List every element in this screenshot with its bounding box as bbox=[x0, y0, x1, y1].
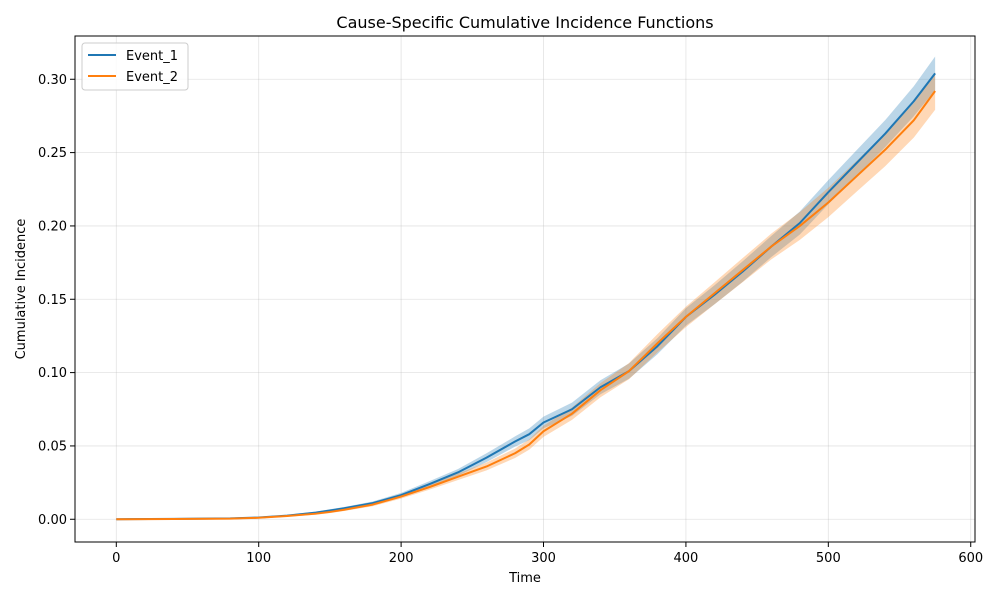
legend-label-event-2: Event_2 bbox=[126, 70, 178, 85]
x-tick-label: 0 bbox=[112, 551, 120, 566]
y-tick-label: 0.25 bbox=[38, 146, 67, 161]
x-tick-label: 400 bbox=[674, 551, 699, 566]
x-tick-label: 600 bbox=[958, 551, 983, 566]
y-tick-label: 0.10 bbox=[38, 366, 67, 381]
y-axis-title: Cumulative Incidence bbox=[14, 219, 29, 360]
x-tick-label: 100 bbox=[246, 551, 271, 566]
series-line-event-2 bbox=[116, 90, 936, 521]
x-axis-title: Time bbox=[508, 571, 541, 586]
chart-title: Cause-Specific Cumulative Incidence Func… bbox=[336, 13, 713, 32]
y-tick-label: 0.05 bbox=[38, 439, 67, 454]
x-tick-label: 200 bbox=[389, 551, 414, 566]
x-tick-label: 500 bbox=[816, 551, 841, 566]
x-ticks: 0 100 200 300 400 500 600 bbox=[112, 542, 983, 566]
y-ticks: 0.00 0.05 0.10 0.15 0.20 0.25 0.30 bbox=[38, 73, 75, 528]
x-tick-label: 300 bbox=[531, 551, 556, 566]
y-tick-label: 0.30 bbox=[38, 73, 67, 88]
series-lines bbox=[116, 72, 936, 521]
y-tick-label: 0.00 bbox=[38, 513, 67, 528]
legend-label-event-1: Event_1 bbox=[126, 49, 178, 64]
y-tick-label: 0.20 bbox=[38, 219, 67, 234]
legend: Event_1 Event_2 bbox=[81, 42, 189, 91]
y-tick-label: 0.15 bbox=[38, 293, 67, 308]
plot-frame bbox=[74, 35, 976, 543]
